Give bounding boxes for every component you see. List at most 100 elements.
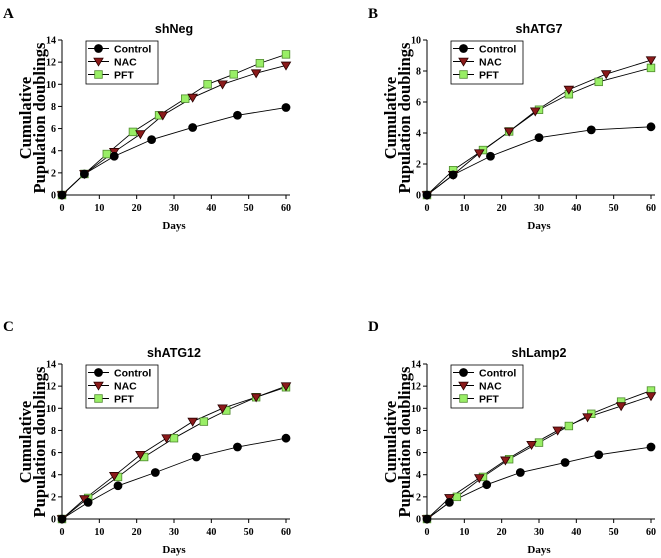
- point-control: [486, 151, 495, 161]
- legend-item-nac: NAC: [88, 380, 137, 392]
- x-tick-label: 60: [281, 203, 291, 214]
- x-tick-label: 0: [60, 203, 65, 214]
- y-tick-label: 4: [51, 470, 56, 481]
- legend-item-control: Control: [453, 367, 516, 379]
- point-nac: [217, 80, 228, 90]
- legend-marker-pft: [459, 394, 468, 403]
- y-tick-label: 10: [46, 404, 56, 415]
- legend-item-pft: PFT: [88, 69, 134, 81]
- x-tick-label: 60: [281, 527, 291, 538]
- line-pft: [61, 53, 287, 196]
- x-tick-label: 40: [206, 527, 216, 538]
- y-tick-label: 12: [46, 58, 56, 69]
- x-tick-label: 10: [459, 203, 469, 214]
- legend-label-nac: NAC: [479, 380, 502, 392]
- y-tick-label: 12: [411, 382, 421, 393]
- y-tick-label: 10: [46, 80, 56, 91]
- panel-label: B: [368, 6, 378, 22]
- point-nac: [645, 56, 657, 66]
- point-nac: [157, 111, 169, 121]
- panel-label: A: [3, 6, 14, 22]
- legend-item-control: Control: [88, 367, 151, 379]
- x-tick-label: 10: [459, 527, 469, 538]
- point-control: [147, 135, 157, 145]
- x-axis-title: Days: [162, 220, 186, 232]
- x-tick-label: 60: [646, 203, 656, 214]
- point-nac: [473, 149, 485, 159]
- markers-control: [57, 433, 291, 524]
- legend-marker-control: [459, 368, 468, 377]
- point-nac: [552, 426, 563, 436]
- point-control: [482, 480, 492, 490]
- plot-area: [56, 382, 292, 525]
- x-tick-label: 60: [646, 527, 656, 538]
- point-pft: [128, 127, 138, 137]
- legend-item-pft: PFT: [453, 393, 499, 405]
- legend-label-pft: PFT: [114, 69, 134, 81]
- x-axis-title: Days: [527, 220, 551, 232]
- x-tick-label: 30: [169, 527, 179, 538]
- point-nac: [135, 450, 146, 460]
- y-tick-label: 8: [416, 67, 421, 78]
- y-axis-title-line-1: Cumulative: [16, 401, 35, 484]
- legend-label-control: Control: [479, 367, 516, 379]
- y-tick-label: 10: [411, 404, 421, 415]
- point-control: [233, 442, 242, 452]
- y-axis-title-line-2: Pupulation doublings: [30, 366, 49, 517]
- y-tick-label: 2: [51, 492, 56, 503]
- point-control: [586, 125, 596, 135]
- y-tick-label: 4: [416, 129, 421, 140]
- legend-item-pft: PFT: [453, 69, 499, 81]
- point-control: [57, 514, 67, 524]
- point-nac: [645, 392, 657, 402]
- point-nac: [473, 474, 485, 484]
- y-axis-title-line-2: Pupulation doublings: [30, 42, 49, 193]
- point-control: [191, 452, 201, 462]
- x-tick-label: 10: [94, 527, 104, 538]
- point-control: [646, 122, 656, 132]
- x-tick-label: 40: [206, 203, 216, 214]
- legend-marker-pft: [94, 70, 103, 79]
- axes: 0 10 20 30 40 50 60 0 2 4 6 8 10: [411, 36, 656, 215]
- y-axis-title-line-1: Cumulative: [16, 77, 35, 160]
- point-pft: [180, 94, 190, 103]
- y-tick-label: 10: [411, 36, 421, 47]
- legend-marker-nac: [458, 381, 469, 391]
- point-nac: [250, 69, 262, 79]
- x-tick-label: 20: [132, 527, 142, 538]
- x-tick-label: 30: [169, 203, 179, 214]
- point-nac: [500, 456, 511, 466]
- point-pft: [102, 149, 111, 159]
- point-nac: [503, 127, 515, 137]
- point-pft: [534, 438, 544, 447]
- y-tick-label: 0: [51, 191, 56, 202]
- x-tick-label: 40: [571, 203, 581, 214]
- y-tick-label: 6: [51, 448, 56, 459]
- x-tick-label: 0: [425, 527, 430, 538]
- chart-title: shLamp2: [512, 346, 567, 360]
- point-nac: [529, 107, 541, 117]
- legend-label-nac: NAC: [114, 380, 137, 392]
- legend-label-control: Control: [114, 43, 151, 55]
- legend-item-nac: NAC: [88, 56, 137, 68]
- point-pft: [564, 421, 574, 431]
- y-tick-label: 2: [416, 492, 421, 503]
- y-tick-label: 12: [46, 382, 56, 393]
- legend-marker-nac: [458, 57, 469, 67]
- point-control: [448, 170, 458, 180]
- legend-item-nac: NAC: [453, 380, 502, 392]
- point-nac: [250, 393, 262, 403]
- y-axis-title-line-2: Pupulation doublings: [395, 366, 414, 517]
- legend-marker-pft: [94, 394, 103, 403]
- point-control: [57, 190, 67, 200]
- axes: 0 10 20 30 40 50 60 0 2 4 6 8 10 12 14: [411, 360, 656, 539]
- point-nac: [280, 61, 292, 71]
- panel-label: D: [368, 319, 379, 335]
